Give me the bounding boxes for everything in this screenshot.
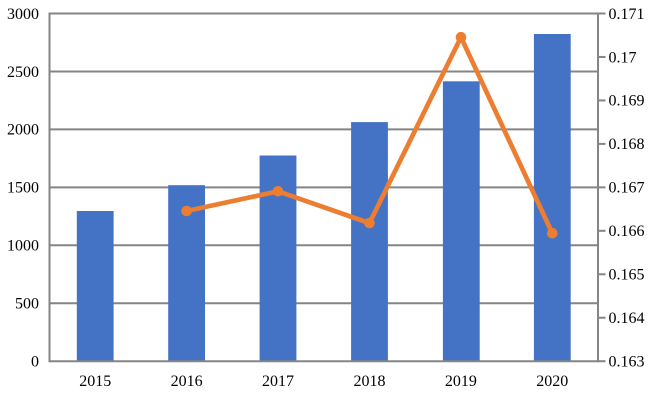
svg-text:0.166: 0.166 <box>609 223 645 240</box>
svg-text:0.171: 0.171 <box>609 6 645 23</box>
svg-text:500: 500 <box>15 296 39 313</box>
svg-text:2019: 2019 <box>445 373 477 390</box>
svg-text:2017: 2017 <box>262 373 294 390</box>
svg-text:2000: 2000 <box>7 122 39 139</box>
svg-text:0.165: 0.165 <box>609 267 645 284</box>
svg-text:3000: 3000 <box>7 6 39 23</box>
svg-text:2020: 2020 <box>536 373 568 390</box>
svg-text:0.167: 0.167 <box>609 180 645 197</box>
svg-text:0.164: 0.164 <box>609 310 645 327</box>
svg-text:2016: 2016 <box>171 373 203 390</box>
svg-text:0.163: 0.163 <box>609 354 645 371</box>
svg-text:1500: 1500 <box>7 180 39 197</box>
svg-text:2018: 2018 <box>354 373 386 390</box>
svg-text:0.169: 0.169 <box>609 93 645 110</box>
svg-text:0: 0 <box>31 354 39 371</box>
svg-text:2015: 2015 <box>79 373 111 390</box>
svg-text:1000: 1000 <box>7 238 39 255</box>
svg-text:2500: 2500 <box>7 64 39 81</box>
svg-text:0.17: 0.17 <box>609 49 637 66</box>
svg-text:0.168: 0.168 <box>609 136 645 153</box>
